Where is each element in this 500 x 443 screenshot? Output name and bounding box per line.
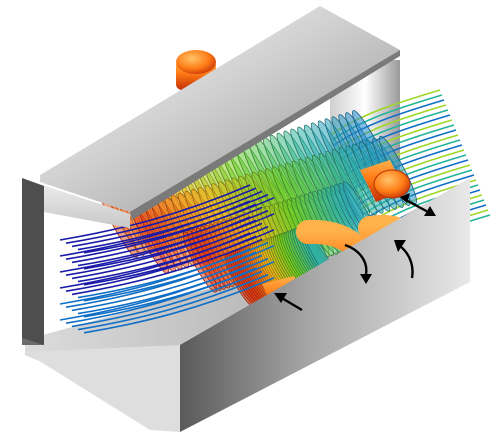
streamline <box>59 232 251 289</box>
streamline <box>71 190 263 248</box>
flow-arrows <box>274 193 436 312</box>
flow-out-arrow-icon <box>400 193 436 216</box>
duct-top-plate <box>40 6 400 212</box>
streamline <box>71 270 263 328</box>
streamline <box>65 267 257 324</box>
streamline <box>71 238 263 296</box>
streamline <box>59 184 251 241</box>
streamline <box>59 248 251 305</box>
streamline <box>71 222 263 280</box>
flow-turn-down-arrow-icon <box>344 243 372 284</box>
flow-turn-up-arrow-icon <box>394 240 414 279</box>
duct-left-edge <box>22 178 44 345</box>
flow-in-arrow-icon <box>274 293 303 312</box>
streamline <box>65 235 257 292</box>
streamlines-lower <box>59 184 275 334</box>
streamline <box>65 203 257 260</box>
duct-left-wall <box>22 178 130 345</box>
streamline <box>65 219 257 276</box>
duct-top-edge <box>130 50 400 220</box>
streamline <box>65 251 257 308</box>
streamline <box>59 264 251 321</box>
streamline <box>65 187 257 244</box>
streamline <box>59 216 251 273</box>
duct-front-base <box>25 345 180 432</box>
streamline <box>83 277 275 334</box>
streamline <box>71 206 263 264</box>
streamline <box>71 254 263 312</box>
streamline <box>77 273 269 331</box>
streamline <box>59 200 251 257</box>
